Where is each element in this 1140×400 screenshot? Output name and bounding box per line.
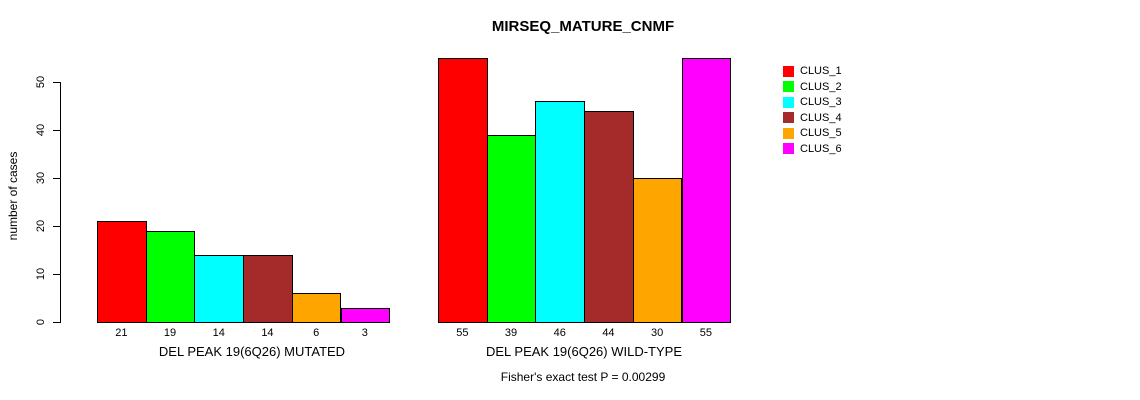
x-axis-title-wild-type: DEL PEAK 19(6Q26) WILD-TYPE: [485, 344, 683, 359]
y-tick: [53, 130, 61, 131]
legend-label: CLUS_5: [800, 127, 842, 139]
legend-swatch-icon: [783, 96, 794, 108]
legend-swatch-icon: [783, 143, 794, 154]
y-tick-label: 30: [35, 171, 47, 185]
bar-value-label: 46: [553, 327, 566, 339]
y-axis-line: [60, 82, 61, 323]
legend-swatch-icon: [783, 127, 794, 139]
bar-value-label: 21: [115, 327, 128, 339]
bar-group1-clus_4: [243, 254, 293, 323]
y-tick-label: 10: [35, 267, 47, 281]
y-tick: [53, 178, 61, 179]
bar-group1-clus_5: [291, 293, 342, 323]
legend-label: CLUS_3: [800, 96, 842, 108]
legend-label: CLUS_2: [800, 80, 842, 93]
y-axis-label: number of cases: [6, 151, 20, 241]
legend-item-clus_6: CLUS_6: [783, 142, 842, 155]
bar-group2-clus_6: [681, 58, 732, 323]
bar-value-label: 30: [651, 327, 664, 339]
legend-item-clus_4: CLUS_4: [783, 111, 842, 124]
legend-item-clus_2: CLUS_2: [783, 80, 842, 93]
legend-label: CLUS_6: [800, 142, 842, 155]
bar-value-label: 55: [456, 327, 469, 339]
bar-value-label: 19: [163, 327, 177, 339]
bar-group1-clus_3: [194, 254, 245, 323]
bar-group2-clus_4: [584, 110, 634, 323]
legend-item-clus_3: CLUS_3: [783, 96, 842, 109]
bar-group2-clus_1: [438, 58, 488, 323]
y-tick: [53, 274, 61, 275]
bar-group1-clus_1: [97, 221, 147, 323]
fisher-test-note: Fisher's exact test P = 0.00299: [500, 370, 666, 384]
x-axis-title-mutated: DEL PEAK 19(6Q26) MUTATED: [158, 344, 346, 359]
y-tick-label: 0: [35, 318, 47, 326]
legend-item-clus_5: CLUS_5: [783, 127, 842, 140]
bar-value-label: 3: [361, 327, 368, 339]
y-tick-label: 50: [35, 75, 47, 89]
bar-value-label: 14: [261, 327, 274, 339]
legend-swatch-icon: [783, 65, 794, 77]
legend-label: CLUS_4: [800, 111, 842, 124]
bar-value-label: 55: [699, 327, 712, 339]
bar-group1-clus_2: [145, 230, 196, 323]
bar-value-label: 14: [212, 327, 225, 339]
legend-label: CLUS_1: [800, 65, 842, 77]
legend-swatch-icon: [783, 112, 794, 123]
chart-title: MIRSEQ_MATURE_CNMF: [491, 18, 675, 35]
bar-group1-clus_6: [340, 307, 391, 323]
y-tick-label: 20: [35, 219, 47, 233]
bar-value-label: 6: [313, 327, 320, 339]
y-tick: [53, 82, 61, 83]
bar-value-label: 44: [602, 327, 615, 339]
bar-group2-clus_5: [632, 178, 683, 323]
y-tick: [53, 226, 61, 227]
legend-item-clus_1: CLUS_1: [783, 65, 842, 78]
bar-group2-clus_2: [486, 134, 537, 323]
y-tick-label: 40: [35, 123, 47, 137]
bar-group2-clus_3: [535, 101, 586, 323]
bar-value-label: 39: [504, 327, 518, 339]
y-tick: [53, 322, 61, 323]
legend-swatch-icon: [783, 81, 794, 92]
